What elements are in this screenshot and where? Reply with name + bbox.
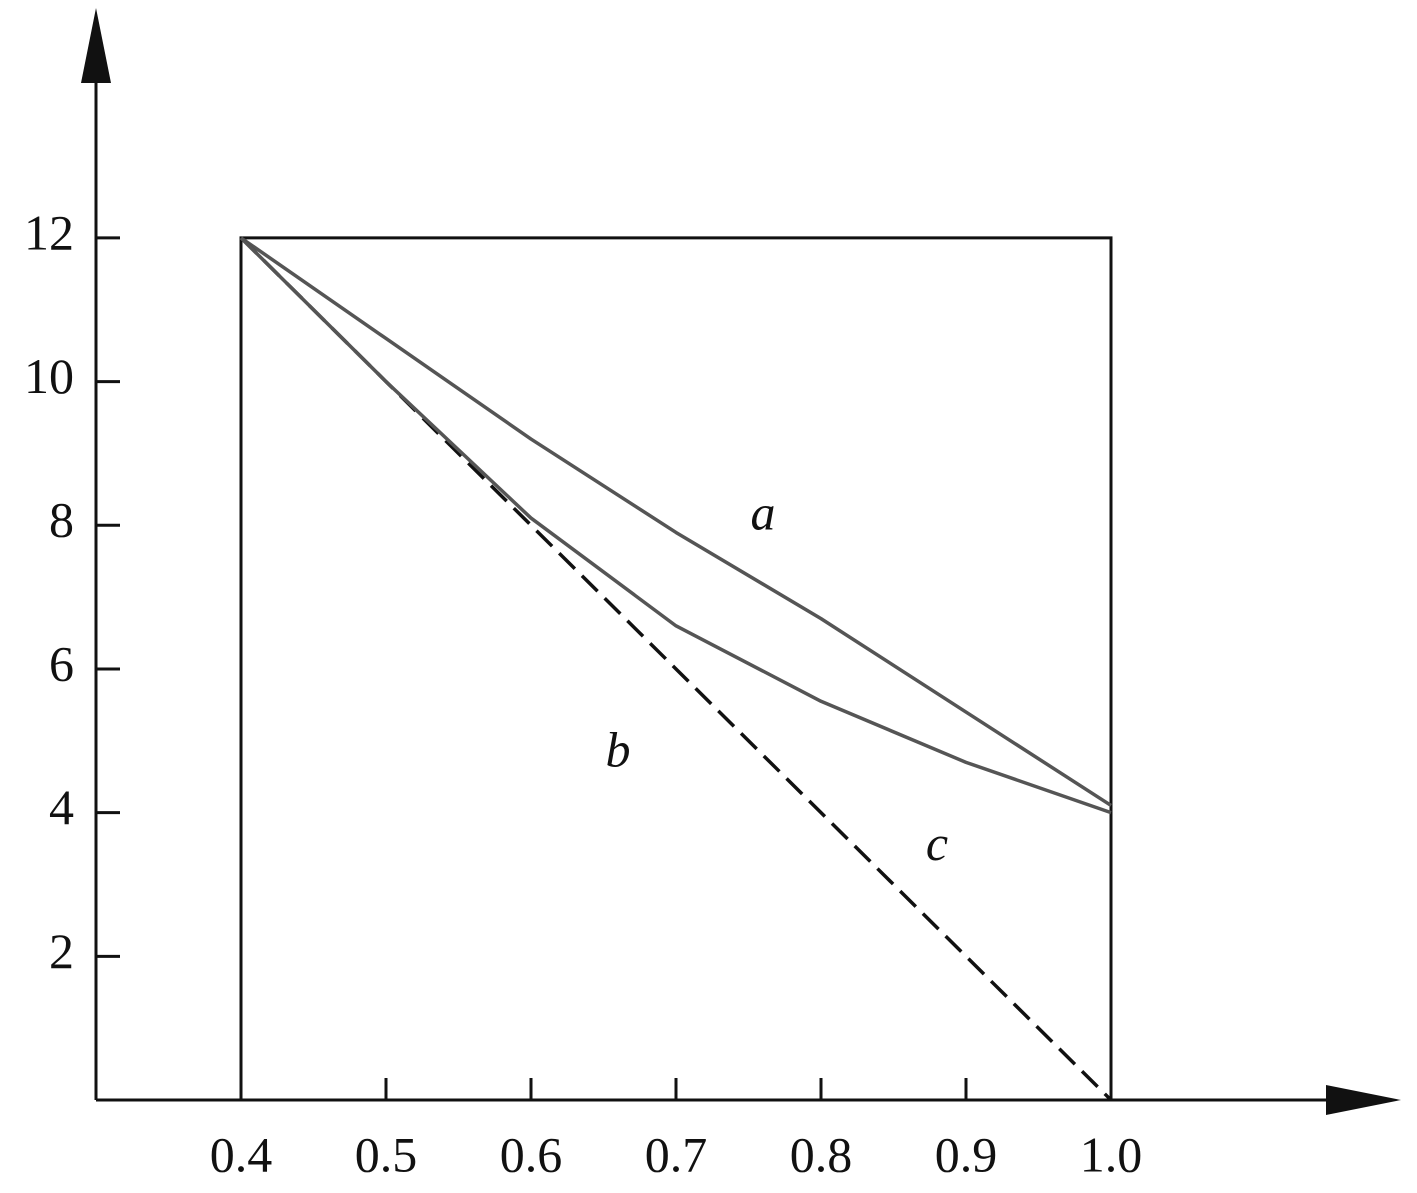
x-tick-label: 0.7	[645, 1126, 708, 1182]
x-tick-label: 0.8	[790, 1126, 853, 1182]
series-line	[240, 236, 1112, 807]
x-tick-label: 1.0	[1080, 1126, 1143, 1182]
frame	[239, 236, 1113, 1100]
y-tick-label: 12	[24, 204, 74, 260]
y-tick-label: 2	[49, 923, 74, 979]
x-tick-label: 0.6	[500, 1126, 563, 1182]
curve-label: b	[606, 722, 631, 778]
y-tick-label: 10	[24, 348, 74, 404]
curve-label: a	[751, 485, 776, 541]
x-axis-arrow	[1326, 1085, 1401, 1115]
y-tick-label: 8	[49, 492, 74, 548]
curve-label: c	[926, 815, 948, 871]
x-tick-label: 0.9	[935, 1126, 998, 1182]
x-tick-label: 0.4	[210, 1126, 273, 1182]
y-tick-label: 6	[49, 635, 74, 691]
y-axis-arrow	[81, 8, 111, 83]
y-tick-label: 4	[49, 779, 74, 835]
x-tick-label: 0.5	[355, 1126, 418, 1182]
series-line	[239, 236, 1112, 815]
